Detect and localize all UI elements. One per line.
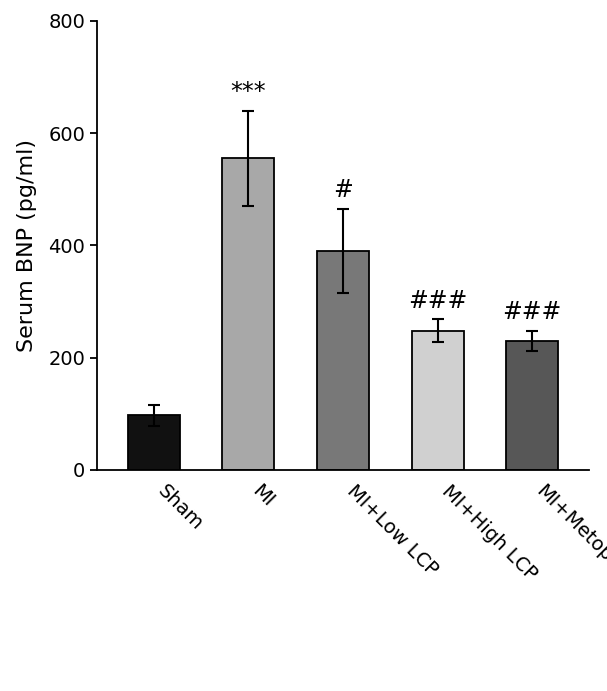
Text: #: # (333, 178, 353, 202)
Y-axis label: Serum BNP (pg/ml): Serum BNP (pg/ml) (18, 139, 37, 352)
Text: ###: ### (503, 300, 561, 324)
Bar (128, 415, 180, 470)
Bar (222, 158, 274, 470)
Bar (412, 331, 464, 470)
Bar (317, 251, 369, 470)
Bar (506, 341, 558, 470)
Text: ***: *** (231, 80, 266, 104)
Text: ###: ### (408, 289, 467, 312)
